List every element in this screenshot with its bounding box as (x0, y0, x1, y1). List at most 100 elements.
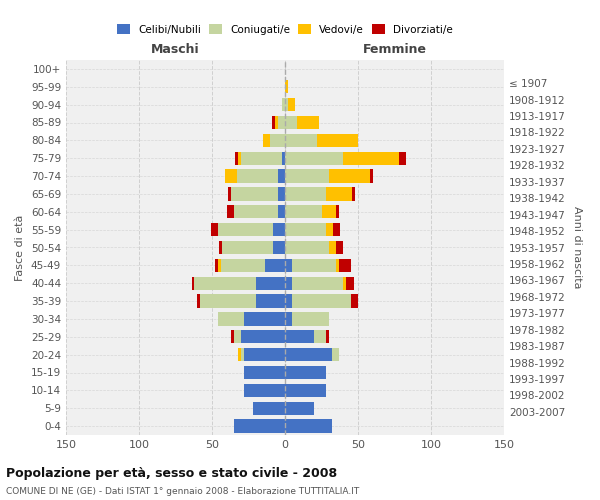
Bar (235, 152, 238, 165)
Bar (285, 330, 314, 344)
Bar (215, 258, 218, 272)
Bar (278, 205, 285, 218)
Bar (292, 294, 351, 308)
Bar (285, 402, 314, 415)
Bar (265, 258, 285, 272)
Bar (285, 134, 317, 147)
Bar (399, 152, 406, 165)
Bar (285, 366, 326, 379)
Bar (221, 258, 265, 272)
Bar (282, 98, 285, 112)
Bar (292, 312, 329, 326)
Bar (343, 276, 346, 290)
Bar (194, 276, 256, 290)
Bar (288, 98, 295, 112)
Bar (326, 330, 329, 344)
Bar (336, 258, 339, 272)
Bar (244, 312, 285, 326)
Bar (234, 420, 285, 433)
Bar (285, 312, 292, 326)
Bar (238, 152, 241, 165)
Bar (241, 330, 285, 344)
Bar (225, 170, 237, 183)
Bar (282, 152, 285, 165)
Bar (317, 134, 358, 147)
Bar (256, 294, 285, 308)
Bar (253, 402, 285, 415)
Bar (285, 170, 329, 183)
Bar (285, 98, 288, 112)
Bar (231, 330, 234, 344)
Bar (292, 276, 343, 290)
Bar (346, 276, 353, 290)
Legend: Celibi/Nubili, Coniugati/e, Vedovi/e, Divorziati/e: Celibi/Nubili, Coniugati/e, Vedovi/e, Di… (113, 20, 457, 39)
Bar (218, 258, 221, 272)
Bar (296, 116, 319, 129)
Bar (352, 187, 355, 200)
Bar (234, 330, 241, 344)
Bar (218, 223, 274, 236)
Bar (332, 348, 339, 362)
Text: Maschi: Maschi (151, 44, 200, 57)
Bar (237, 170, 278, 183)
Bar (271, 134, 285, 147)
Bar (278, 116, 285, 129)
Bar (275, 116, 278, 129)
Bar (285, 80, 288, 94)
Bar (314, 330, 326, 344)
Bar (244, 366, 285, 379)
Bar (234, 205, 278, 218)
Bar (285, 276, 292, 290)
Bar (326, 223, 333, 236)
Bar (278, 187, 285, 200)
Bar (343, 152, 399, 165)
Bar (285, 241, 329, 254)
Bar (238, 348, 241, 362)
Bar (285, 420, 332, 433)
Bar (227, 205, 234, 218)
Bar (220, 241, 222, 254)
Bar (350, 294, 358, 308)
Bar (200, 294, 256, 308)
Bar (285, 384, 326, 397)
Bar (274, 223, 285, 236)
Bar (285, 258, 292, 272)
Bar (336, 205, 339, 218)
Bar (272, 116, 275, 129)
Bar (329, 241, 336, 254)
Bar (228, 187, 231, 200)
Y-axis label: Anni di nascita: Anni di nascita (572, 206, 582, 289)
Bar (292, 258, 336, 272)
Bar (329, 170, 370, 183)
Bar (197, 294, 200, 308)
Bar (263, 134, 271, 147)
Bar (285, 205, 322, 218)
Bar (339, 258, 350, 272)
Text: Popolazione per età, sesso e stato civile - 2008: Popolazione per età, sesso e stato civil… (6, 468, 337, 480)
Bar (222, 241, 274, 254)
Text: Femmine: Femmine (362, 44, 427, 57)
Bar (244, 384, 285, 397)
Bar (278, 170, 285, 183)
Text: COMUNE DI NE (GE) - Dati ISTAT 1° gennaio 2008 - Elaborazione TUTTITALIA.IT: COMUNE DI NE (GE) - Dati ISTAT 1° gennai… (6, 488, 359, 496)
Bar (241, 152, 282, 165)
Bar (285, 223, 326, 236)
Bar (231, 187, 278, 200)
Y-axis label: Fasce di età: Fasce di età (16, 214, 25, 280)
Bar (244, 348, 285, 362)
Bar (241, 348, 244, 362)
Bar (285, 348, 332, 362)
Bar (285, 187, 326, 200)
Bar (370, 170, 373, 183)
Bar (256, 276, 285, 290)
Bar (218, 312, 244, 326)
Bar (336, 241, 343, 254)
Bar (191, 276, 194, 290)
Bar (333, 223, 340, 236)
Bar (285, 152, 343, 165)
Bar (285, 294, 292, 308)
Bar (285, 116, 296, 129)
Bar (274, 241, 285, 254)
Bar (322, 205, 336, 218)
Bar (326, 187, 352, 200)
